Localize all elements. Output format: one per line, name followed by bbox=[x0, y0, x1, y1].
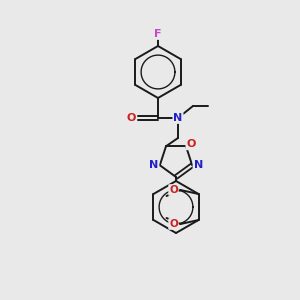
Text: O: O bbox=[169, 219, 178, 229]
Text: N: N bbox=[173, 113, 183, 123]
Text: O: O bbox=[169, 185, 178, 195]
Text: O: O bbox=[186, 139, 196, 149]
Text: O: O bbox=[126, 113, 136, 123]
Text: N: N bbox=[149, 160, 158, 170]
Text: N: N bbox=[194, 160, 203, 170]
Text: F: F bbox=[154, 29, 162, 39]
